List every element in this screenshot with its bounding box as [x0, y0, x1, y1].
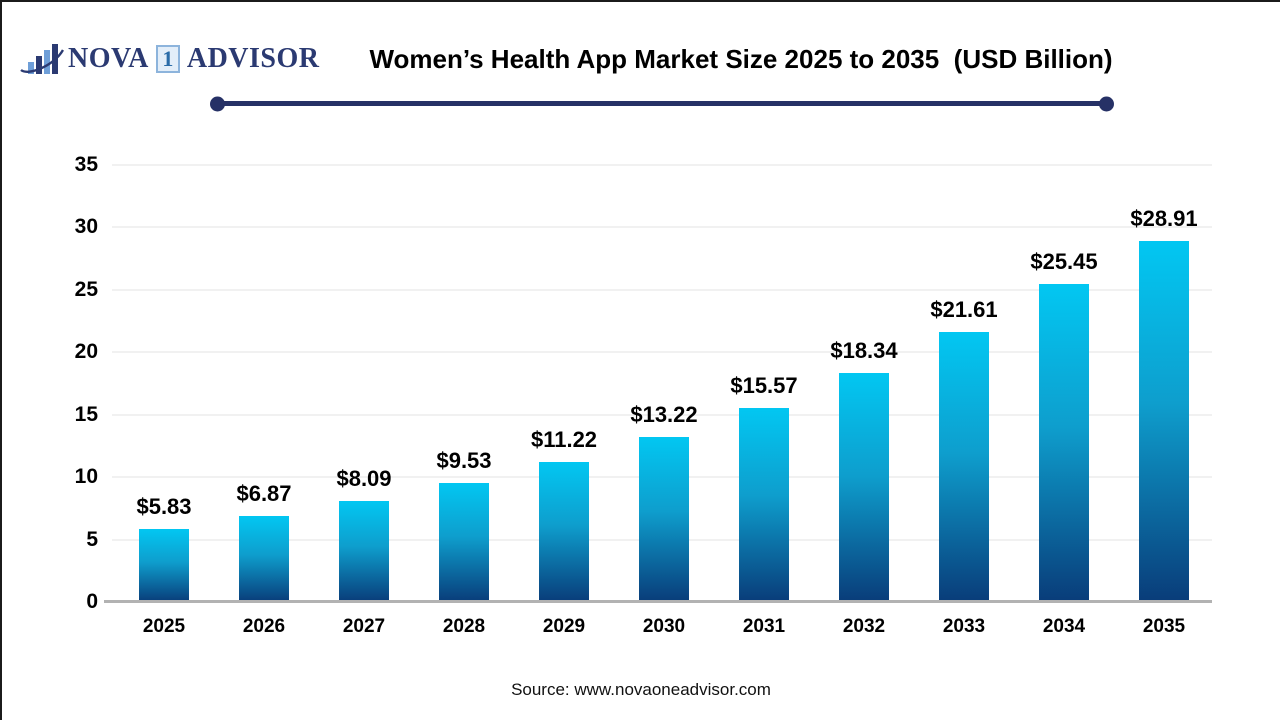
- x-tick-label: 2028: [442, 616, 486, 637]
- bar-value-label: $15.57: [730, 372, 798, 398]
- y-tick-label: 20: [74, 340, 98, 364]
- bar-2033: [939, 332, 989, 602]
- bar-value-label: $18.34: [830, 338, 898, 364]
- y-tick-label: 35: [74, 153, 98, 176]
- y-tick-label: 30: [74, 215, 98, 239]
- nova-one-advisor-logo: NOVA 1 ADVISOR: [20, 40, 319, 78]
- x-tick-label: 2026: [242, 616, 286, 637]
- logo-boxed-one: 1: [155, 45, 180, 73]
- y-tick-label: 5: [86, 527, 98, 551]
- x-tick-label: 2033: [942, 616, 986, 637]
- bar-value-label: $28.91: [1130, 206, 1198, 232]
- bar-2032: [839, 373, 889, 602]
- bar-2026: [239, 516, 289, 602]
- plot-area: 0 5 10 15 20 25 30 35 $5.83 2025 $6.87 2026 $8.09 202…: [75, 153, 1212, 637]
- y-tick-label: 10: [74, 465, 98, 489]
- y-tick-label: 15: [74, 402, 98, 426]
- gridline: [112, 351, 1212, 354]
- bar-chart-swoosh-icon: [20, 44, 64, 74]
- bar-value-label: $9.53: [436, 448, 492, 474]
- title-underline-rule: [217, 101, 1107, 106]
- bar-2034: [1039, 284, 1089, 602]
- gridline: [112, 413, 1212, 416]
- bar-value-label: $5.83: [136, 494, 192, 520]
- chart-title: Women’s Health App Market Size 2025 to 2…: [369, 44, 1113, 74]
- bar-2028: [439, 483, 489, 602]
- x-tick-label: 2034: [1042, 616, 1086, 637]
- bar-2035: [1139, 241, 1189, 602]
- bar-value-label: $25.45: [1030, 249, 1098, 275]
- source-text: Source: www.novaoneadvisor.com: [511, 680, 771, 699]
- bar-value-label: $21.61: [930, 297, 998, 323]
- x-tick-label: 2029: [542, 616, 586, 637]
- y-tick-label: 25: [74, 277, 98, 301]
- gridline: [112, 226, 1212, 229]
- bar-2031: [739, 407, 789, 602]
- bar-2030: [639, 436, 689, 602]
- x-tick-label: 2025: [142, 616, 186, 637]
- gridline: [112, 288, 1212, 291]
- bar-value-label: $8.09: [336, 466, 392, 491]
- bar-value-label: $11.22: [530, 426, 598, 452]
- gridline: [112, 164, 1212, 166]
- logo-word-advisor: ADVISOR: [186, 43, 320, 74]
- x-tick-label: 2030: [642, 616, 686, 637]
- x-tick-label: 2031: [742, 616, 786, 637]
- x-axis-line: [104, 600, 1212, 603]
- logo-word-nova: NOVA: [68, 43, 149, 74]
- bar-2029: [539, 461, 589, 602]
- bar-2027: [339, 501, 389, 602]
- y-tick-label: 0: [86, 590, 98, 613]
- bar-value-label: $13.22: [630, 401, 698, 427]
- bar-2025: [139, 529, 189, 602]
- x-tick-label: 2027: [342, 616, 386, 637]
- bar-value-label: $6.87: [236, 481, 292, 507]
- x-tick-label: 2032: [842, 616, 886, 637]
- x-tick-label: 2035: [1142, 616, 1186, 637]
